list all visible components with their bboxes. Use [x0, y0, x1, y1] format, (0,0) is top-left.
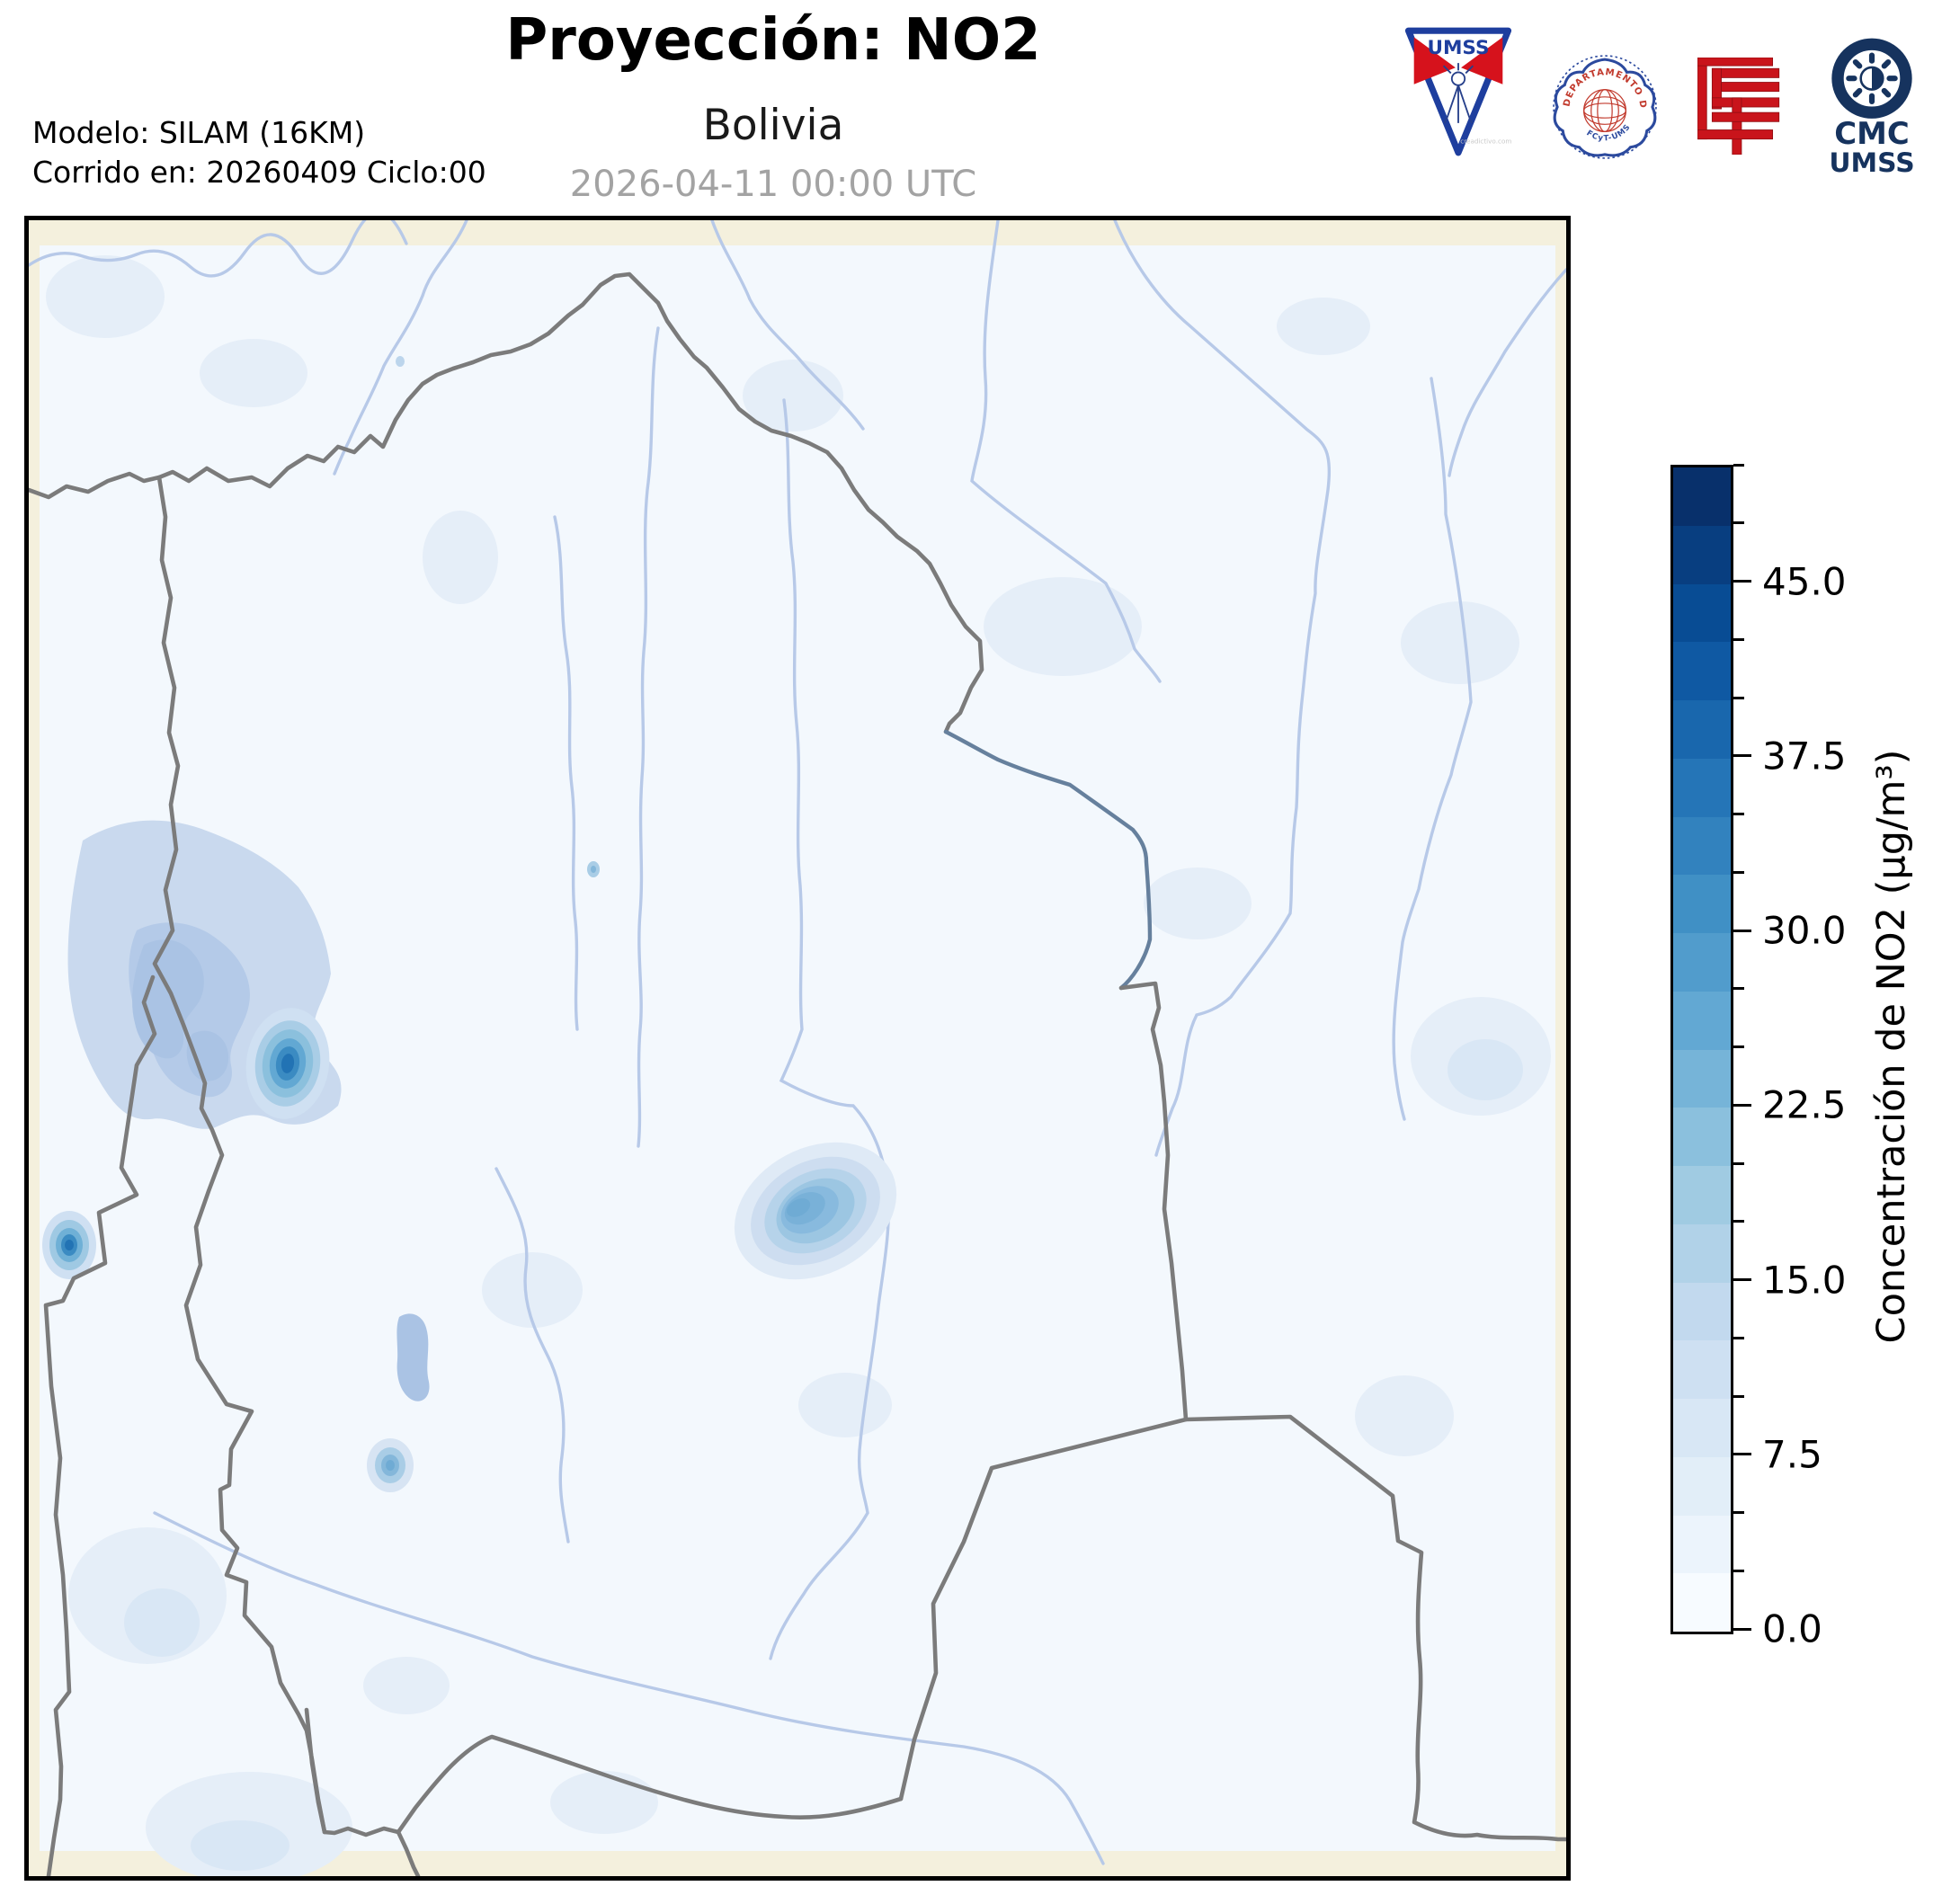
colorbar-segment — [1673, 1166, 1731, 1224]
colorbar-segment — [1673, 1282, 1731, 1341]
border-peru-chile — [152, 475, 327, 1835]
colorbar-tick-label: 22.5 — [1762, 1082, 1847, 1127]
colorbar-segment — [1673, 1340, 1731, 1399]
hotspot-central-lowlands — [734, 1142, 897, 1280]
border-argentina — [304, 1707, 904, 1837]
colorbar-tick-label: 15.0 — [1762, 1258, 1847, 1302]
colorbar-minor-tick — [1733, 1511, 1744, 1514]
bolivia-no2-map — [29, 220, 1566, 1876]
colorbar-segment — [1673, 1573, 1731, 1632]
umss-pennant-logo: UMSS creadictivo.com — [1404, 27, 1511, 156]
colorbar-segment — [1673, 642, 1731, 700]
colorbar-segment — [1673, 816, 1731, 876]
pennant-red-left-icon — [1413, 37, 1456, 85]
colorbar — [1670, 465, 1733, 1634]
seal-dotted-ring-icon — [1553, 55, 1657, 159]
colorbar-segment — [1673, 1456, 1731, 1516]
physics-seal-logo: DEPARTAMENTO DE FÍSICA FCyT-UMSS — [1550, 52, 1657, 159]
colorbar-segment — [1673, 933, 1731, 992]
cmc-umss-logo: CMC UMSS — [1829, 38, 1915, 174]
colorbar-segment — [1673, 700, 1731, 759]
border-argentina-south — [396, 1829, 421, 1876]
colorbar-major-tick — [1733, 1627, 1751, 1631]
hotspot-far-west-border — [42, 1211, 96, 1279]
colorbar-minor-tick — [1733, 1161, 1744, 1165]
forecast-datetime: 2026-04-11 00:00 UTC — [569, 164, 977, 205]
no2-faint-patches — [46, 255, 1551, 1876]
seal-scallop-icon — [1553, 58, 1657, 157]
colorbar-major-tick — [1733, 754, 1751, 758]
model-name: Modelo: SILAM (16KM) — [32, 115, 366, 150]
colorbar-tick-label: 7.5 — [1762, 1432, 1822, 1477]
colorbar-minor-tick — [1733, 696, 1744, 699]
colorbar-minor-tick — [1733, 521, 1744, 525]
border-brazil-east — [1118, 981, 1566, 1842]
colorbar-segment — [1673, 467, 1731, 526]
colorbar-segment — [1673, 525, 1731, 584]
colorbar-segment — [1673, 1108, 1731, 1166]
colorbar-segment — [1673, 758, 1731, 817]
coastline-pacific — [43, 974, 157, 1876]
colorbar-major-tick — [1733, 1103, 1751, 1107]
lake-poopo — [396, 1313, 430, 1401]
colorbar-axis-label: Concentración de NO2 (µg/m³) — [1869, 749, 1914, 1344]
colorbar-segment — [1673, 1049, 1731, 1108]
page-subtitle: Bolivia — [702, 101, 844, 150]
colorbar-minor-tick — [1733, 463, 1744, 467]
pennant-watermark: creadictivo.com — [1460, 138, 1511, 146]
model-run: Corrido en: 20260409 Ciclo:00 — [32, 154, 486, 190]
pennant-emblem-icon — [1442, 63, 1474, 124]
colorbar-major-tick — [1733, 1278, 1751, 1281]
colorbar-major-tick — [1733, 580, 1751, 583]
page-title: Proyección: NO2 — [505, 7, 1041, 74]
colorbar-segment — [1673, 1223, 1731, 1283]
colorbar-tick-label: 37.5 — [1762, 734, 1847, 779]
fcyt-red-logo — [1697, 58, 1780, 155]
colorbar-segment — [1673, 991, 1731, 1050]
hotspot-specks — [396, 356, 600, 877]
colorbar-segment — [1673, 1515, 1731, 1574]
colorbar-minor-tick — [1733, 987, 1744, 991]
colorbar-minor-tick — [1733, 1336, 1744, 1339]
colorbar-segment — [1673, 1399, 1731, 1457]
pennant-red-right-icon — [1461, 37, 1503, 85]
cmc-ring-icon — [1831, 38, 1912, 119]
colorbar-minor-tick — [1733, 1569, 1744, 1572]
cmc-sun-icon — [1846, 52, 1898, 104]
colorbar-tick-label: 30.0 — [1762, 908, 1847, 953]
logo-row: UMSS creadictivo.com DEPARTAMENTO DE FÍS… — [1401, 16, 1919, 174]
colorbar-minor-tick — [1733, 1220, 1744, 1223]
rivers-layer — [29, 220, 1566, 1865]
colorbar-minor-tick — [1733, 1394, 1744, 1398]
model-info: Modelo: SILAM (16KM) Corrido en: 2026040… — [32, 113, 486, 191]
colorbar-major-tick — [1733, 1453, 1751, 1456]
colorbar-tick-label: 0.0 — [1762, 1606, 1822, 1651]
lake-titicaca — [132, 939, 204, 1059]
colorbar-segment — [1673, 583, 1731, 643]
cmc-text: CMC — [1834, 116, 1909, 151]
colorbar-minor-tick — [1733, 813, 1744, 815]
pennant-umss-text: UMSS — [1427, 37, 1489, 59]
fcyt-bars-icon — [1697, 58, 1780, 155]
borders-layer — [29, 271, 1566, 1876]
hotspot-west-altiplano — [245, 1008, 330, 1119]
colorbar-major-tick — [1733, 929, 1751, 932]
colorbar-segment — [1673, 875, 1731, 933]
map-panel — [24, 216, 1571, 1881]
colorbar-minor-tick — [1733, 1045, 1744, 1048]
border-brazil-river — [943, 729, 1153, 991]
cmc-umss-text: UMSS — [1829, 147, 1914, 174]
border-brazil-north — [29, 271, 984, 734]
colorbar-tick-label: 45.0 — [1762, 559, 1847, 603]
colorbar-minor-tick — [1733, 637, 1744, 641]
hotspot-south-central — [367, 1438, 414, 1492]
seal-sphere-icon — [1583, 89, 1626, 133]
border-paraguay — [898, 1417, 1189, 1802]
colorbar-minor-tick — [1733, 870, 1744, 874]
